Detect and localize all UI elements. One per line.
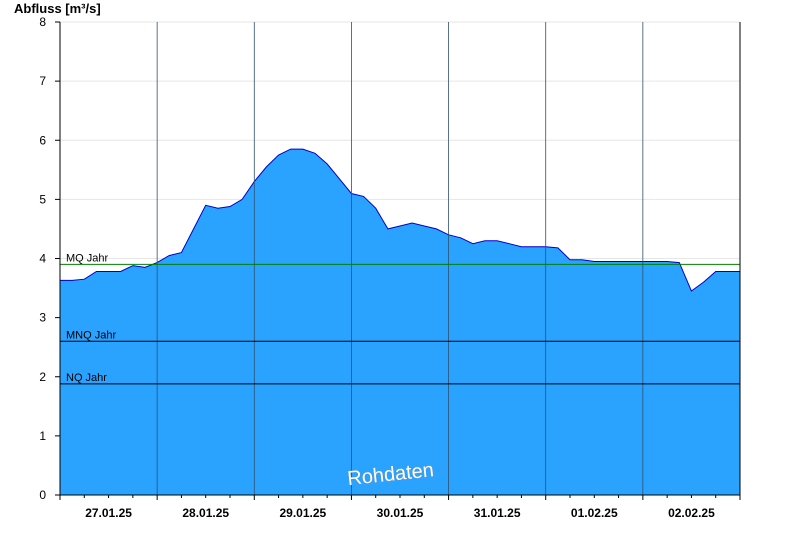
discharge-area-fill xyxy=(60,149,740,495)
y-tick-label: 7 xyxy=(39,74,46,88)
y-tick-label: 8 xyxy=(39,15,46,29)
reference-lines: MQ Jahr MNQ Jahr NQ Jahr xyxy=(60,252,740,385)
y-tick-label: 1 xyxy=(39,429,46,443)
discharge-area xyxy=(60,148,740,495)
reference-line-label: MNQ Jahr xyxy=(66,329,116,341)
y-tick-label: 3 xyxy=(39,311,46,325)
y-tick-label: 4 xyxy=(39,252,46,266)
y-tick-label: 6 xyxy=(39,133,46,147)
discharge-line xyxy=(60,148,740,292)
x-tick-label: 31.01.25 xyxy=(474,506,521,520)
y-tick-label: 2 xyxy=(39,370,46,384)
reference-line-label: MQ Jahr xyxy=(66,252,109,264)
x-tick-label: 27.01.25 xyxy=(85,506,132,520)
x-tick-label: 28.01.25 xyxy=(182,506,229,520)
reference-line-label: NQ Jahr xyxy=(66,372,107,384)
x-tick-label: 29.01.25 xyxy=(279,506,326,520)
y-tick-label: 5 xyxy=(39,192,46,206)
x-tick-label: 02.02.25 xyxy=(668,506,715,520)
vertical-day-lines xyxy=(156,22,644,495)
x-tick-label: 01.02.25 xyxy=(571,506,618,520)
y-axis-title: Abfluss [m³/s] xyxy=(14,1,101,16)
x-tick-label: 30.01.25 xyxy=(377,506,424,520)
axes: 0 1 2 3 4 5 6 7 8 27.01.25 28.01.25 29.01.25 30.01.2… xyxy=(39,15,741,520)
y-tick-label: 0 xyxy=(39,488,46,502)
